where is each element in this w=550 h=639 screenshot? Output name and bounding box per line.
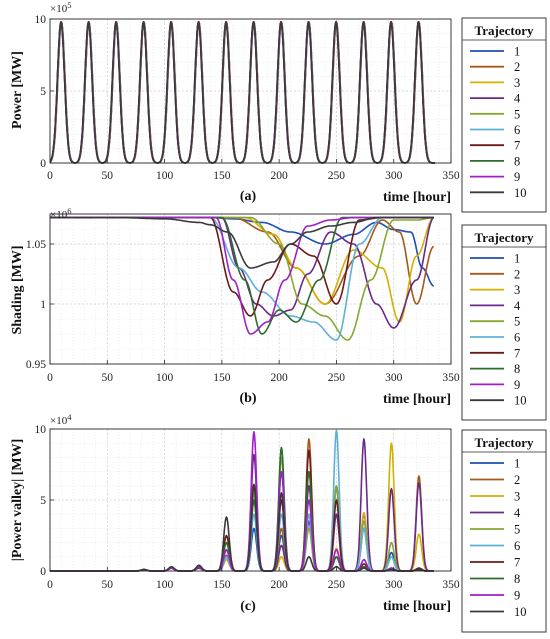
legend-box <box>461 17 547 213</box>
x-tick-label: 150 <box>213 579 231 591</box>
legend-title: Trajectory <box>475 23 534 38</box>
x-tick-label: 50 <box>102 579 114 591</box>
x-tick-label: 250 <box>328 579 346 591</box>
x-tick-label: 300 <box>385 579 403 591</box>
legend-item-9: 9 <box>514 589 520 603</box>
x-tick-label: 0 <box>47 579 53 591</box>
x-tick-label: 300 <box>385 372 403 384</box>
y-tick-label: 1.05 <box>26 239 46 251</box>
legend-item-3: 3 <box>514 490 520 504</box>
x-tick-label: 100 <box>156 579 174 591</box>
legend-item-1: 1 <box>514 45 520 59</box>
legend-item-10: 10 <box>514 605 527 619</box>
x-tick-label: 100 <box>156 372 174 384</box>
legend-item-1: 1 <box>514 252 520 266</box>
chart-panel-3: 0 50 100 150 200 250 300 350 0 5 10×104 |Power vall… <box>10 412 460 614</box>
legend-item-9: 9 <box>514 378 520 392</box>
legend-item-7: 7 <box>514 346 520 360</box>
legend-item-7: 7 <box>514 139 520 153</box>
x-tick-label: 250 <box>328 372 346 384</box>
axes-box <box>49 213 452 365</box>
legend-title: Trajectory <box>475 435 534 450</box>
x-tick-label: 150 <box>213 170 231 182</box>
x-tick-label: 150 <box>213 372 231 384</box>
legend-item-5: 5 <box>514 107 520 121</box>
y-axis-label: |Power valley| [MW] <box>10 439 25 562</box>
x-tick-label: 0 <box>47 372 53 384</box>
y-tick-label: 0 <box>40 158 46 170</box>
legend-item-2: 2 <box>514 60 520 74</box>
x-tick-label: 350 <box>442 579 460 591</box>
y-axis-label: Power [MW] <box>10 51 25 129</box>
x-axis-label: time [hour] <box>383 599 451 614</box>
y-exponent-label: ×105 <box>50 0 71 15</box>
x-tick-label: 200 <box>271 372 289 384</box>
y-exponent-label: ×104 <box>50 412 72 427</box>
legend-box <box>461 429 547 633</box>
x-tick-label: 200 <box>271 170 289 182</box>
legend-item-4: 4 <box>514 506 521 520</box>
chart-panel-1: 0 50 100 150 200 250 300 350 0 5 10×105 Power [MW] t… <box>10 0 460 205</box>
series-line-10 <box>50 216 434 269</box>
panel-label: (b) <box>239 391 256 406</box>
x-tick-label: 200 <box>271 579 289 591</box>
legend-item-8: 8 <box>514 362 520 376</box>
legend-item-2: 2 <box>514 267 520 281</box>
legend-item-4: 4 <box>514 92 521 106</box>
legend-title: Trajectory <box>475 230 534 245</box>
legend-item-6: 6 <box>514 331 520 345</box>
legend-item-5: 5 <box>514 523 520 537</box>
y-tick-label: 0 <box>40 566 46 578</box>
legend-item-8: 8 <box>514 154 520 168</box>
legend-item-6: 6 <box>514 123 520 137</box>
legend-item-1: 1 <box>514 457 520 471</box>
x-axis-label: time [hour] <box>383 190 451 205</box>
series-line-10 <box>50 21 436 164</box>
legend-item-9: 9 <box>514 170 520 184</box>
legend-item-5: 5 <box>514 315 520 329</box>
x-tick-label: 250 <box>328 170 346 182</box>
series-group <box>50 216 435 341</box>
x-axis-label: time [hour] <box>383 392 451 407</box>
y-tick-label: 0.95 <box>26 359 46 371</box>
legend-item-7: 7 <box>514 556 520 570</box>
y-tick-label: 10 <box>35 424 47 436</box>
legend-3: Trajectory 1 2 3 4 5 6 7 8 9 10 <box>461 429 547 633</box>
legend-item-3: 3 <box>514 76 520 90</box>
x-tick-label: 350 <box>442 372 460 384</box>
y-tick-label: 10 <box>35 14 47 26</box>
x-tick-label: 100 <box>156 170 174 182</box>
legend-item-3: 3 <box>514 283 520 297</box>
legend-item-10: 10 <box>514 394 527 408</box>
legend-item-10: 10 <box>514 186 527 200</box>
panel-label: (c) <box>240 599 256 614</box>
y-tick-label: 1 <box>40 299 46 311</box>
chart-panel-2: 0 50 100 150 200 250 300 350 0.95 1 1.05 ×106 Shadin… <box>10 206 460 407</box>
legend-1: Trajectory 12 3 45 6 78 9 10 <box>461 17 547 213</box>
legend-box <box>461 224 547 421</box>
panel-label: (a) <box>240 189 257 204</box>
legend-item-6: 6 <box>514 539 520 553</box>
x-tick-label: 300 <box>385 170 403 182</box>
legend-item-4: 4 <box>514 299 521 313</box>
x-tick-label: 50 <box>102 372 114 384</box>
y-tick-label: 5 <box>40 86 46 98</box>
x-tick-label: 0 <box>47 170 53 182</box>
y-axis-label: Shading [MW] <box>10 245 25 334</box>
y-exponent-label: ×106 <box>50 206 71 221</box>
x-tick-label: 350 <box>442 170 460 182</box>
y-tick-label: 5 <box>40 495 46 507</box>
series-group <box>50 21 436 164</box>
x-tick-label: 50 <box>102 170 114 182</box>
legend-item-2: 2 <box>514 473 520 487</box>
legend-item-8: 8 <box>514 572 520 586</box>
legend-2: Trajectory 12 3 4 5 67 8 9 10 <box>461 224 547 421</box>
